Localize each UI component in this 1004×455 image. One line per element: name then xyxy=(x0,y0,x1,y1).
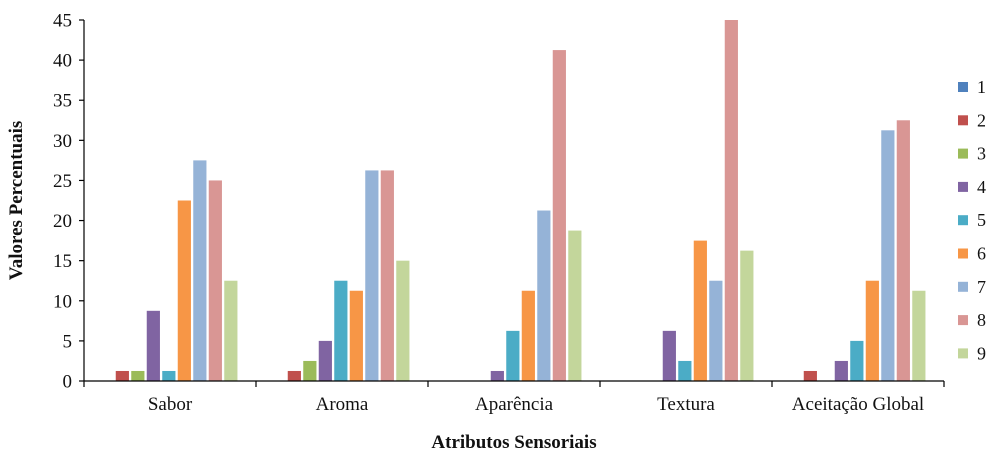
bar-aceitacao-global-series-8 xyxy=(896,120,910,381)
bar-textura-series-9 xyxy=(740,250,754,381)
legend-swatch-4 xyxy=(958,181,968,192)
bar-aparencia-series-9 xyxy=(568,230,582,381)
bar-sabor-series-3 xyxy=(131,370,145,381)
legend-label-2: 2 xyxy=(977,110,986,130)
bar-aceitacao-global-series-4 xyxy=(834,360,848,381)
bar-aceitacao-global-series-7 xyxy=(881,130,895,381)
bar-sabor-series-9 xyxy=(224,280,238,381)
y-tick-label: 15 xyxy=(53,251,72,272)
legend-swatch-2 xyxy=(958,115,968,126)
legend-label-6: 6 xyxy=(977,244,986,264)
bar-aroma-series-3 xyxy=(303,360,317,381)
axes-layer: 0 5 10 15 20 25 30 35 40 45 Sabor Aroma Aparência Tex… xyxy=(53,11,945,415)
y-tick-label: 0 xyxy=(63,372,73,393)
legend-label-1: 1 xyxy=(977,77,986,97)
y-tick-label: 30 xyxy=(53,131,72,152)
bar-sabor-series-2 xyxy=(115,370,129,381)
bar-aroma-series-2 xyxy=(287,370,301,381)
bar-textura-series-5 xyxy=(678,360,692,381)
x-tick-label-textura: Textura xyxy=(657,394,715,415)
bar-aceitacao-global-series-9 xyxy=(912,290,926,381)
bar-textura-series-4 xyxy=(662,330,676,381)
legend-label-9: 9 xyxy=(977,343,986,363)
x-tick-label-aroma: Aroma xyxy=(316,394,369,415)
bars-layer xyxy=(115,20,926,381)
y-tick-label: 20 xyxy=(53,211,72,232)
bar-textura-series-8 xyxy=(724,20,738,381)
y-axis-title: Valores Percentuais xyxy=(6,121,27,281)
legend-swatch-7 xyxy=(958,281,968,292)
legend-label-7: 7 xyxy=(977,277,986,297)
y-tick-label: 10 xyxy=(53,291,72,312)
legend: 1 2 3 4 5 6 7 8 9 xyxy=(958,77,986,363)
legend-swatch-6 xyxy=(958,248,968,259)
bar-aparencia-series-4 xyxy=(490,370,504,381)
bar-aceitacao-global-series-2 xyxy=(803,370,817,381)
bar-sabor-series-4 xyxy=(146,310,160,381)
bar-aceitacao-global-series-5 xyxy=(850,340,864,381)
legend-label-3: 3 xyxy=(977,144,986,164)
bar-aparencia-series-5 xyxy=(506,330,520,381)
bar-aceitacao-global-series-6 xyxy=(865,280,879,381)
bar-aroma-series-8 xyxy=(380,170,394,381)
y-tick-label: 45 xyxy=(53,11,72,32)
y-tick-label: 35 xyxy=(53,91,72,112)
bar-aroma-series-6 xyxy=(349,290,363,381)
bar-aroma-series-7 xyxy=(365,170,379,381)
bar-aparencia-series-7 xyxy=(537,210,551,381)
bar-aparencia-series-6 xyxy=(521,290,535,381)
bar-aroma-series-5 xyxy=(334,280,348,381)
y-tick-label: 40 xyxy=(53,51,72,72)
x-tick-label-sabor: Sabor xyxy=(148,394,193,415)
bar-textura-series-7 xyxy=(709,280,723,381)
legend-swatch-3 xyxy=(958,148,968,159)
legend-swatch-9 xyxy=(958,348,968,359)
legend-swatch-1 xyxy=(958,82,968,92)
y-tick-label: 5 xyxy=(63,331,73,352)
bar-aparencia-series-8 xyxy=(552,50,566,381)
bar-textura-series-6 xyxy=(693,240,707,381)
legend-swatch-5 xyxy=(958,215,968,226)
x-tick-label-aparencia: Aparência xyxy=(475,394,554,415)
y-tick-label: 25 xyxy=(53,171,72,192)
legend-swatch-8 xyxy=(958,315,968,326)
legend-label-5: 5 xyxy=(977,210,986,230)
bar-aroma-series-9 xyxy=(396,260,410,381)
legend-label-4: 4 xyxy=(977,177,986,197)
legend-label-8: 8 xyxy=(977,310,986,330)
x-tick-label-aceitacao-global: Aceitação Global xyxy=(792,394,924,415)
bar-aroma-series-4 xyxy=(318,340,332,381)
bar-sabor-series-5 xyxy=(162,370,176,381)
bar-sabor-series-6 xyxy=(177,200,191,381)
x-axis-title: Atributos Sensoriais xyxy=(431,432,596,453)
bar-sabor-series-7 xyxy=(193,160,207,381)
bar-sabor-series-8 xyxy=(208,180,222,381)
